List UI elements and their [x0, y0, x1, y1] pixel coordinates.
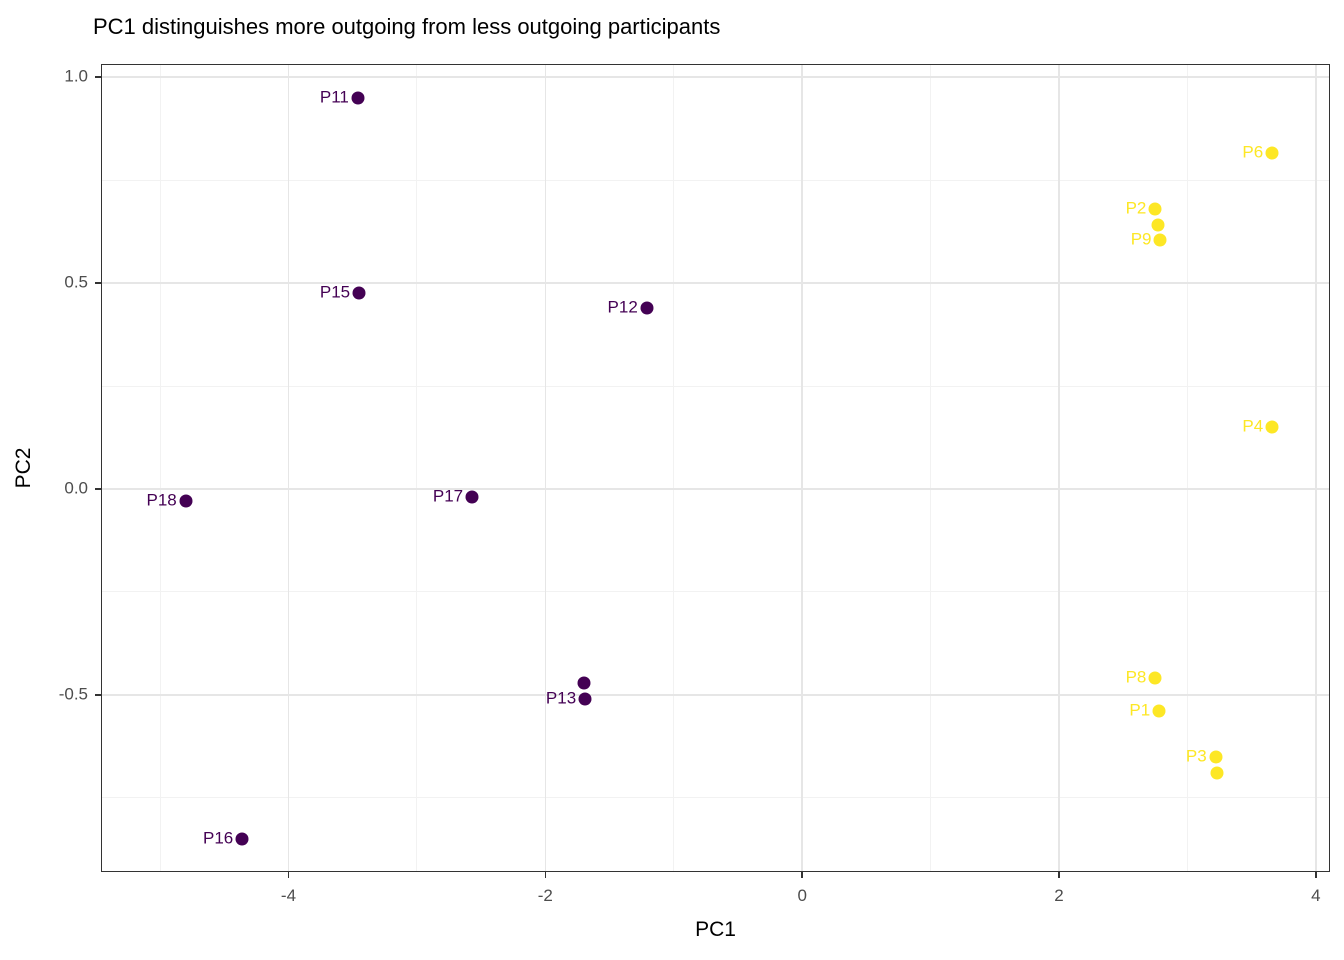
x-tick — [1058, 872, 1060, 878]
data-point-label: P8 — [1125, 668, 1147, 688]
x-tick — [801, 872, 803, 878]
y-tick — [95, 488, 101, 490]
data-point — [465, 490, 479, 504]
y-tick-label: 0.5 — [64, 272, 88, 292]
x-tick-label: 0 — [797, 886, 807, 905]
x-tick — [544, 872, 547, 878]
data-point — [1151, 218, 1165, 232]
y-gridline-major — [101, 76, 1330, 78]
x-gridline-major — [287, 64, 290, 872]
data-point-label: P12 — [607, 297, 638, 317]
y-tick — [95, 76, 101, 78]
x-tick — [287, 872, 290, 878]
x-tick — [1315, 872, 1317, 878]
y-tick — [95, 694, 101, 696]
x-gridline-minor — [1186, 64, 1188, 872]
data-point-label: P13 — [545, 688, 577, 708]
x-gridline-major — [544, 64, 547, 872]
data-point-label: P3 — [1185, 746, 1207, 766]
data-point-label: P17 — [432, 486, 464, 506]
plot-panel — [101, 64, 1330, 872]
data-point-label: P11 — [319, 87, 349, 107]
chart-title: PC1 distinguishes more outgoing from les… — [93, 14, 721, 39]
x-gridline-major — [1315, 64, 1317, 872]
x-gridline-minor — [673, 64, 675, 872]
data-point — [235, 832, 249, 846]
y-gridline-major — [101, 488, 1330, 490]
data-point-label: P1 — [1129, 700, 1151, 720]
y-gridline-minor — [101, 797, 1330, 799]
x-tick-label: -2 — [537, 886, 553, 905]
x-gridline-major — [801, 64, 803, 872]
data-point — [1209, 750, 1223, 764]
data-point — [1265, 146, 1279, 160]
data-point — [1210, 766, 1224, 780]
data-point-label: P4 — [1242, 416, 1264, 436]
x-axis-title: PC1 — [695, 918, 736, 941]
data-point — [351, 91, 365, 105]
data-point — [640, 301, 654, 315]
x-tick-label: 4 — [1311, 886, 1321, 905]
x-gridline-minor — [930, 64, 932, 872]
data-point — [1152, 704, 1166, 718]
x-gridline-minor — [159, 64, 161, 872]
data-point — [1153, 233, 1167, 247]
data-point-label: P9 — [1130, 229, 1152, 249]
y-gridline-minor — [101, 591, 1330, 593]
data-point — [1148, 202, 1162, 216]
y-axis-title: PC2 — [12, 447, 35, 489]
x-tick-label: 2 — [1054, 886, 1064, 905]
x-tick-label: -4 — [280, 886, 297, 905]
data-point-label: P16 — [203, 828, 234, 848]
data-point — [352, 286, 366, 300]
y-tick-label: 1.0 — [64, 66, 88, 86]
y-gridline-minor — [101, 385, 1330, 387]
data-point-label: P2 — [1125, 198, 1147, 218]
y-tick-label: -0.5 — [58, 684, 88, 704]
data-point-label: P15 — [319, 282, 351, 302]
y-gridline-major — [101, 694, 1330, 696]
x-gridline-minor — [416, 64, 418, 872]
y-tick — [95, 282, 101, 284]
data-point — [179, 494, 193, 508]
y-tick-label: 0.0 — [64, 478, 88, 498]
data-point-label: P18 — [146, 490, 177, 510]
data-point — [1265, 420, 1279, 434]
data-point-label: P6 — [1242, 142, 1264, 162]
data-point — [577, 676, 591, 690]
data-point — [1148, 671, 1162, 685]
data-point — [578, 692, 592, 706]
x-gridline-major — [1058, 64, 1060, 872]
y-gridline-major — [101, 282, 1330, 284]
y-gridline-minor — [101, 179, 1330, 181]
